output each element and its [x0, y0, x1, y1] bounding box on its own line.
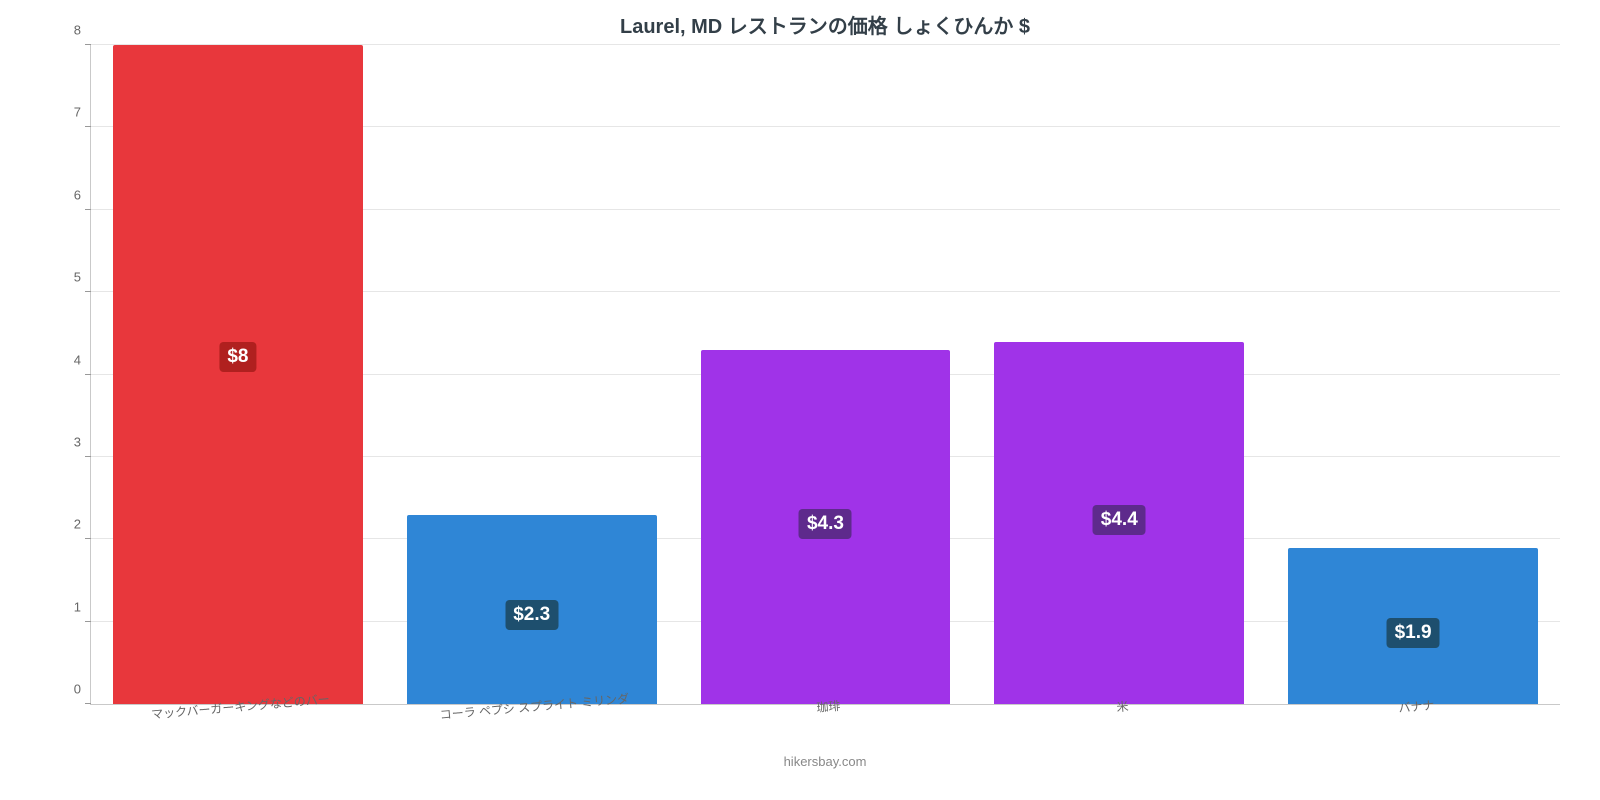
ytick-label: 4 — [74, 352, 91, 367]
bar: $4.4 — [994, 342, 1244, 704]
bar: $1.9 — [1288, 548, 1538, 705]
ytick-label: 7 — [74, 105, 91, 120]
bar-value-label: $4.4 — [1093, 505, 1146, 535]
price-bar-chart: Laurel, MD レストランの価格 しょくひんか $ 012345678$8… — [0, 0, 1600, 800]
bars-container: $8 $2.3 $4.3 $4.4 $1.9 — [91, 45, 1560, 704]
bar-slot: $1.9 — [1266, 45, 1560, 704]
bar: $8 — [113, 45, 363, 704]
bar-value-label: $1.9 — [1387, 618, 1440, 648]
ytick-label: 0 — [74, 682, 91, 697]
bar-value-label: $2.3 — [505, 600, 558, 630]
bar-slot: $8 — [91, 45, 385, 704]
bar-slot: $4.4 — [972, 45, 1266, 704]
ytick-label: 1 — [74, 599, 91, 614]
ytick-label: 3 — [74, 434, 91, 449]
bar-value-label: $4.3 — [799, 509, 852, 539]
bar-slot: $4.3 — [679, 45, 973, 704]
bar: $4.3 — [701, 350, 951, 704]
bar: $2.3 — [407, 515, 657, 704]
plot-area: 012345678$8$2.3$4.3$4.4$1.9 — [90, 45, 1560, 705]
chart-credit: hikersbay.com — [90, 754, 1560, 769]
ytick-label: 2 — [74, 517, 91, 532]
bar-value-label: $8 — [219, 342, 256, 372]
ytick-label: 5 — [74, 270, 91, 285]
ytick-label: 6 — [74, 187, 91, 202]
bar-slot: $2.3 — [385, 45, 679, 704]
ytick-label: 8 — [74, 23, 91, 38]
chart-title: Laurel, MD レストランの価格 しょくひんか $ — [90, 10, 1560, 39]
x-axis-labels: マックバーガーキングなどのバーコーラ ペプシ スプライト ミリンダ珈琲米バナナ — [90, 711, 1560, 728]
